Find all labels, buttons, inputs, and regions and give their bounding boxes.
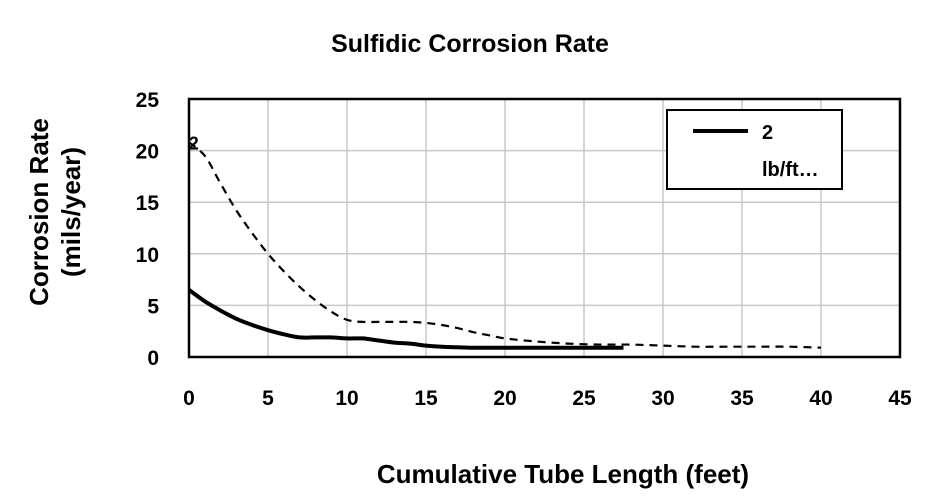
x-tick-labels: 0 5 10 15 20 25 30 35 40 45: [183, 387, 912, 410]
x-tick-label: 15: [414, 387, 438, 410]
series-line-solid: [187, 288, 624, 350]
y-tick-label: 0: [147, 347, 159, 370]
legend: 2 lb/ft…: [666, 109, 843, 190]
legend-entry-line1: 2: [762, 122, 773, 144]
y-tick-label: 10: [136, 244, 159, 267]
y-axis-label-line2: (mils/year): [56, 147, 86, 277]
y-tick-labels: 0 5 10 15 20 25: [136, 89, 160, 370]
x-tick-label: 5: [262, 387, 274, 410]
x-tick-label: 20: [493, 387, 516, 410]
series-lines: [187, 141, 822, 350]
y-axis-label-line1: Corrosion Rate: [24, 118, 54, 306]
x-tick-label: 45: [888, 387, 912, 410]
x-tick-label: 0: [183, 387, 195, 410]
y-tick-label: 25: [136, 89, 160, 112]
annotations: 2: [189, 133, 199, 153]
legend-box: [666, 109, 843, 190]
plot-area-border: [187, 97, 902, 359]
chart-title: Sulfidic Corrosion Rate: [331, 30, 609, 58]
x-tick-label: 25: [572, 387, 596, 410]
y-axis-label: Corrosion Rate (mils/year): [24, 118, 86, 306]
x-tick-label: 30: [651, 387, 674, 410]
x-tick-label: 10: [335, 387, 358, 410]
x-tick-label: 40: [809, 387, 832, 410]
annotation-label: 2: [189, 133, 199, 153]
y-tick-label: 5: [147, 295, 159, 318]
legend-entry-line2: lb/ft…: [762, 159, 819, 181]
x-tick-label: 35: [730, 387, 754, 410]
y-tick-label: 15: [136, 192, 160, 215]
y-tick-label: 20: [136, 141, 159, 164]
x-axis-label: Cumulative Tube Length (feet): [377, 459, 749, 489]
